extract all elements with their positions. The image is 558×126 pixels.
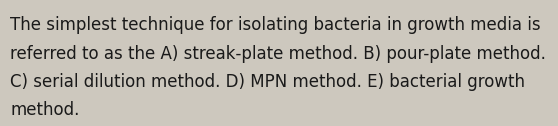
Text: referred to as the A) streak-plate method. B) pour-plate method.: referred to as the A) streak-plate metho… — [10, 45, 546, 63]
Text: method.: method. — [10, 101, 79, 119]
Text: The simplest technique for isolating bacteria in growth media is: The simplest technique for isolating bac… — [10, 16, 541, 34]
Text: C) serial dilution method. D) MPN method. E) bacterial growth: C) serial dilution method. D) MPN method… — [10, 73, 525, 91]
